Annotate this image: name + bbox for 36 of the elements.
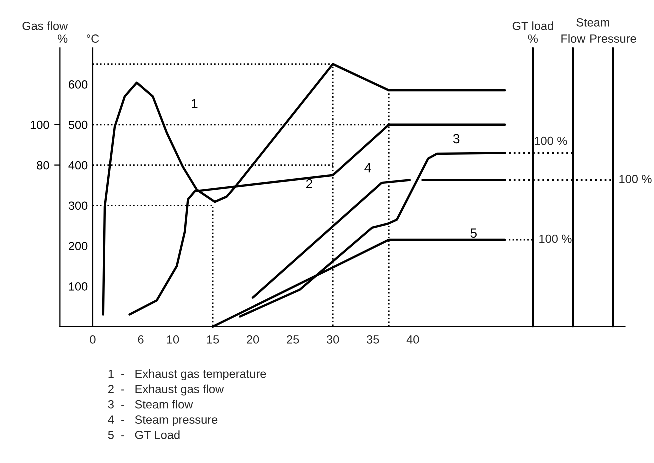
ref-line-label: GT load % bbox=[512, 22, 554, 43]
y-tick-label: 300 bbox=[68, 202, 88, 210]
annotation: 100 % bbox=[540, 234, 572, 244]
y2-axis-title: Gas flow % bbox=[22, 22, 68, 43]
text: 3 - Steam flow bbox=[108, 400, 194, 409]
x-tick-label: 40 bbox=[406, 336, 420, 344]
x-tick-label: 6 bbox=[138, 336, 144, 344]
x-tick-label: 20 bbox=[247, 336, 260, 344]
text: 1 bbox=[192, 99, 198, 108]
text: 1 - Exhaust gas temperature bbox=[108, 370, 266, 381]
x-tick-label: 10 bbox=[167, 336, 180, 344]
text: 4 - Steam pressure bbox=[108, 416, 218, 426]
y-tick-label: 100 bbox=[69, 282, 88, 291]
text: 2 - Exhaust gas flow bbox=[108, 384, 224, 396]
x-tick-label: 30 bbox=[326, 336, 340, 344]
x-tick-label: 0 bbox=[90, 336, 96, 344]
ref-line-label: Flow bbox=[562, 34, 586, 44]
y-tick-label: 600 bbox=[69, 80, 88, 89]
x-tick-label: 15 bbox=[207, 336, 220, 344]
text: 5 - GT Load bbox=[108, 430, 180, 440]
x-tick-label: 35 bbox=[366, 336, 380, 344]
series-label: 5 bbox=[470, 228, 477, 238]
y2-tick-label: 80 bbox=[37, 161, 50, 170]
y2-tick-label: 100 bbox=[30, 120, 50, 130]
y-tick-label: 400 bbox=[68, 161, 88, 170]
annotation: 100 % bbox=[620, 175, 652, 184]
y-tick-label: 200 bbox=[69, 242, 88, 250]
x-tick-label: 25 bbox=[287, 336, 300, 344]
annotation: 100 % bbox=[535, 136, 568, 146]
chart-title: Steam bbox=[576, 18, 610, 27]
y-tick-label: 500 bbox=[68, 120, 88, 130]
ref-line-label: Pressure bbox=[590, 34, 636, 44]
y-axis-title: °C bbox=[87, 34, 100, 44]
series-label: 2 bbox=[306, 179, 312, 189]
series-label: 4 bbox=[364, 164, 372, 173]
series-label: 3 bbox=[453, 134, 460, 144]
